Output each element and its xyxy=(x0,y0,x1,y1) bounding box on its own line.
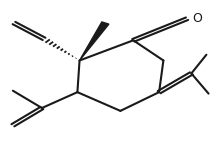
Text: O: O xyxy=(192,12,202,25)
Polygon shape xyxy=(80,22,109,60)
